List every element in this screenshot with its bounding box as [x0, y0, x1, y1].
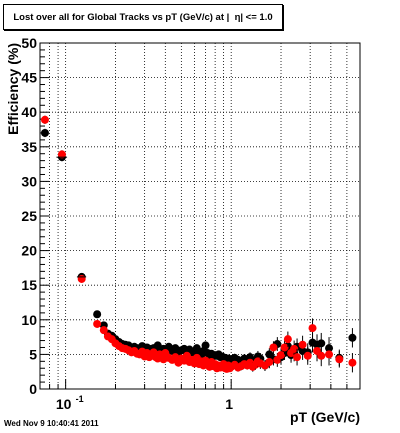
data-point: [57, 150, 66, 159]
y-tick-label: 0: [29, 381, 37, 397]
y-tick-label: 20: [21, 243, 37, 259]
y-tick-label: 30: [21, 173, 37, 189]
data-point: [317, 339, 326, 348]
x-tick-label: 10: [56, 396, 72, 412]
data-point: [348, 333, 357, 342]
y-tick-label: 25: [21, 208, 37, 224]
data-point: [93, 319, 102, 328]
data-point: [325, 350, 334, 359]
x-tick-label: 1: [225, 396, 233, 412]
chart-title: Lost over all for Global Tracks vs pT (G…: [3, 4, 283, 30]
y-tick-label: 40: [21, 104, 37, 120]
axes: 0 5 10 15 20 25 30 35 40 45 50 10 -1 1: [21, 35, 361, 412]
data-point: [277, 351, 286, 360]
data-point: [293, 353, 302, 362]
data-point: [317, 351, 326, 360]
data-point: [269, 343, 278, 352]
data-point: [77, 274, 86, 283]
y-axis-label: Efficiency (%): [5, 43, 21, 135]
grid: [39, 43, 361, 389]
data-point: [308, 324, 317, 333]
data-point: [290, 344, 299, 353]
x-axis-label: pT (GeV/c): [290, 409, 360, 425]
data-point: [99, 326, 108, 335]
timestamp: Wed Nov 9 10:40:41 2011: [4, 419, 99, 428]
data-point: [348, 358, 357, 367]
y-tick-label: 10: [21, 312, 37, 328]
y-tick-label: 35: [21, 139, 37, 155]
data-point: [280, 343, 289, 352]
x-tick-exponent: -1: [76, 394, 84, 404]
data-point: [93, 310, 102, 319]
data-point: [201, 341, 210, 350]
y-tick-label: 50: [21, 35, 37, 51]
y-tick-label: 45: [21, 70, 37, 86]
data-points: [40, 115, 357, 373]
data-point: [298, 340, 307, 349]
data-point: [40, 128, 49, 137]
data-point: [303, 351, 312, 360]
data-point: [283, 335, 292, 344]
y-tick-label: 5: [29, 346, 37, 362]
data-point: [265, 358, 274, 367]
y-tick-label: 15: [21, 277, 37, 293]
data-point: [335, 355, 344, 364]
data-point: [40, 115, 49, 124]
